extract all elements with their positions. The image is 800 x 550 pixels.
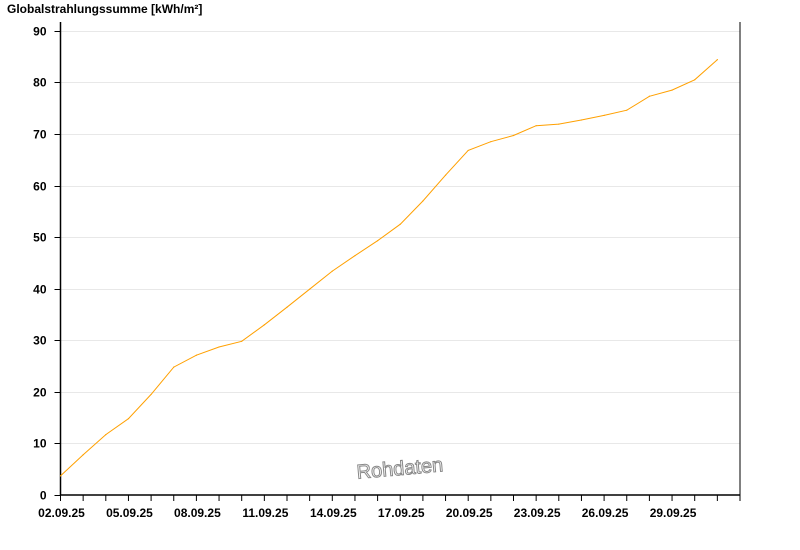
y-tick-label: 90 — [33, 25, 47, 39]
data-point — [331, 270, 333, 272]
y-tick-label: 30 — [33, 334, 47, 348]
y-tick-label: 20 — [33, 386, 47, 400]
data-point — [286, 306, 288, 308]
data-point — [648, 95, 651, 97]
x-tick-label: 02.09.25 — [38, 506, 85, 520]
data-point — [512, 134, 515, 137]
data-point — [535, 125, 537, 127]
data-point — [422, 200, 424, 202]
x-tick-label: 14.09.25 — [310, 506, 357, 520]
data-point — [150, 393, 152, 396]
y-tick-label: 70 — [33, 128, 47, 142]
data-point — [354, 255, 356, 257]
data-point — [377, 240, 379, 242]
data-point — [694, 79, 696, 81]
data-point — [218, 346, 220, 348]
data-point — [195, 354, 197, 356]
x-tick-label: 26.09.25 — [582, 506, 629, 520]
y-tick-label: 10 — [33, 437, 47, 451]
y-tick-label: 60 — [33, 180, 47, 194]
data-point — [173, 366, 175, 368]
data-point — [490, 141, 492, 143]
data-point — [467, 149, 469, 152]
data-point — [82, 454, 84, 456]
data-point — [716, 59, 718, 61]
data-point — [580, 119, 583, 121]
y-tick-label: 40 — [33, 283, 47, 297]
data-point — [127, 418, 130, 420]
chart-title: Globalstrahlungssumme [kWh/m²] — [7, 2, 203, 16]
data-point — [309, 288, 311, 290]
data-point — [59, 475, 62, 477]
x-tick-label: 08.09.25 — [174, 506, 221, 520]
x-tick-label: 20.09.25 — [446, 506, 493, 520]
x-tick-label: 23.09.25 — [514, 506, 561, 520]
x-tick-label: 05.09.25 — [106, 506, 153, 520]
data-point — [105, 434, 107, 436]
y-tick-label: 0 — [40, 489, 47, 503]
x-tick-label: 17.09.25 — [378, 506, 425, 520]
data-point — [558, 123, 560, 125]
data-point — [241, 340, 243, 342]
series-line — [60, 59, 718, 477]
data-point — [444, 174, 447, 176]
watermark: Rohdaten — [356, 454, 444, 483]
data-point — [263, 324, 265, 326]
data-point — [671, 89, 673, 91]
data-point — [603, 114, 605, 116]
x-tick-label: 11.09.25 — [242, 506, 288, 520]
y-tick-label: 50 — [33, 231, 47, 245]
data-point — [399, 223, 401, 225]
y-tick-label: 80 — [33, 76, 47, 90]
data-point — [626, 109, 628, 111]
x-tick-label: 29.09.25 — [650, 506, 697, 520]
